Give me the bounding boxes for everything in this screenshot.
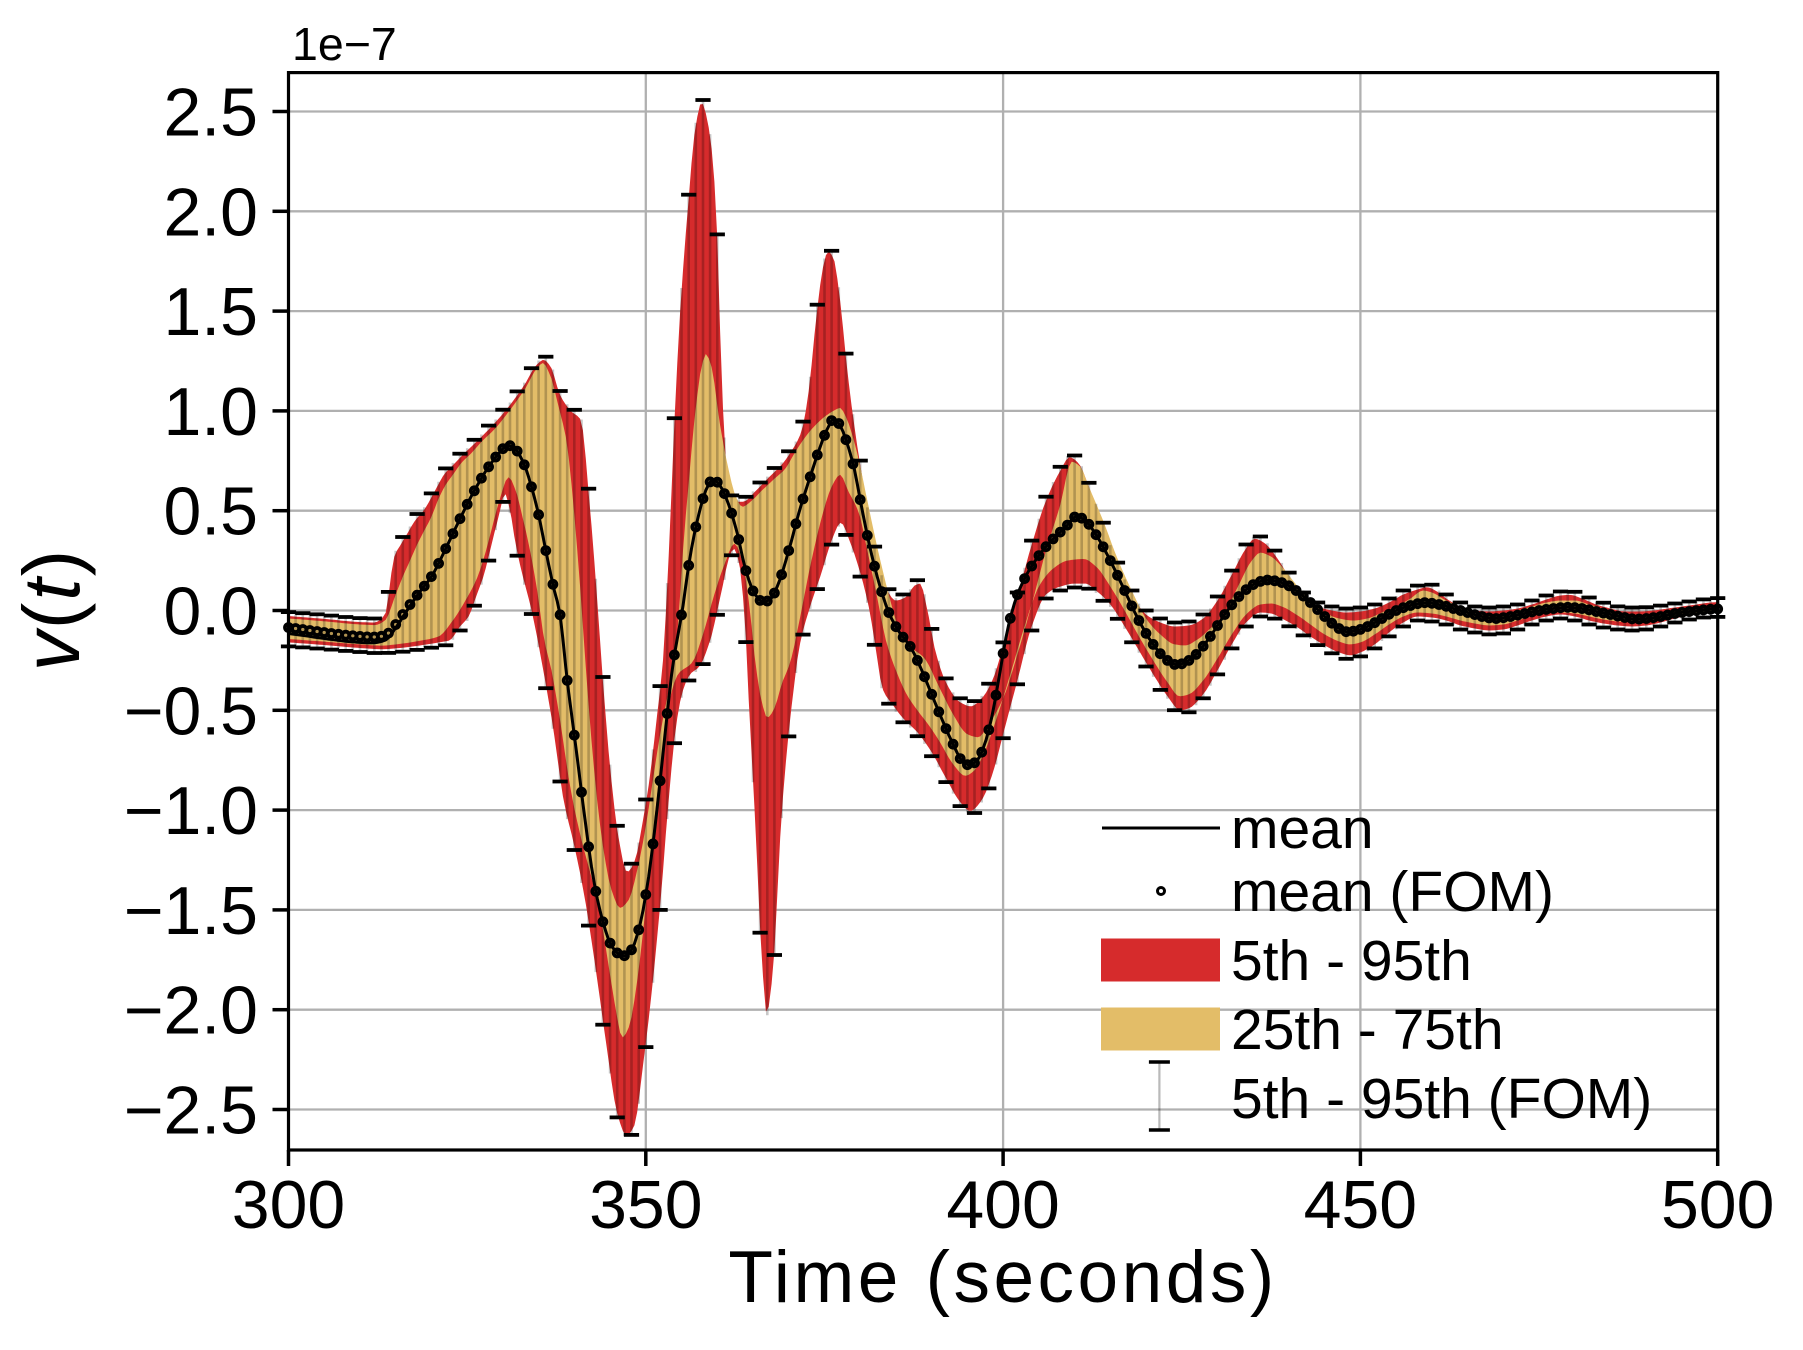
svg-text:2.0: 2.0 <box>163 174 258 250</box>
svg-text:−0.5: −0.5 <box>124 673 258 749</box>
svg-text:−1.0: −1.0 <box>124 773 258 849</box>
svg-text:1.5: 1.5 <box>163 274 258 350</box>
svg-text:450: 450 <box>1304 1167 1417 1243</box>
svg-text:500: 500 <box>1661 1167 1774 1243</box>
svg-text:400: 400 <box>946 1167 1059 1243</box>
svg-text:−2.0: −2.0 <box>124 973 258 1049</box>
svg-text:5th - 95th: 5th - 95th <box>1231 929 1472 993</box>
svg-text:300: 300 <box>232 1167 345 1243</box>
svg-text:mean: mean <box>1231 797 1374 861</box>
svg-text:−2.5: −2.5 <box>124 1073 258 1149</box>
svg-text:350: 350 <box>589 1167 702 1243</box>
svg-text:Time (seconds): Time (seconds) <box>728 1237 1277 1318</box>
svg-text:1e−7: 1e−7 <box>292 18 397 70</box>
svg-text:v(t): v(t) <box>7 548 96 672</box>
svg-text:0.5: 0.5 <box>163 474 258 550</box>
svg-text:2.5: 2.5 <box>163 75 258 151</box>
svg-text:5th - 95th (FOM): 5th - 95th (FOM) <box>1231 1067 1652 1131</box>
svg-text:0.0: 0.0 <box>163 574 258 650</box>
svg-text:−1.5: −1.5 <box>124 873 258 949</box>
svg-text:1.0: 1.0 <box>163 374 258 450</box>
svg-text:mean (FOM): mean (FOM) <box>1231 860 1554 924</box>
svg-text:25th - 75th: 25th - 75th <box>1231 998 1504 1062</box>
